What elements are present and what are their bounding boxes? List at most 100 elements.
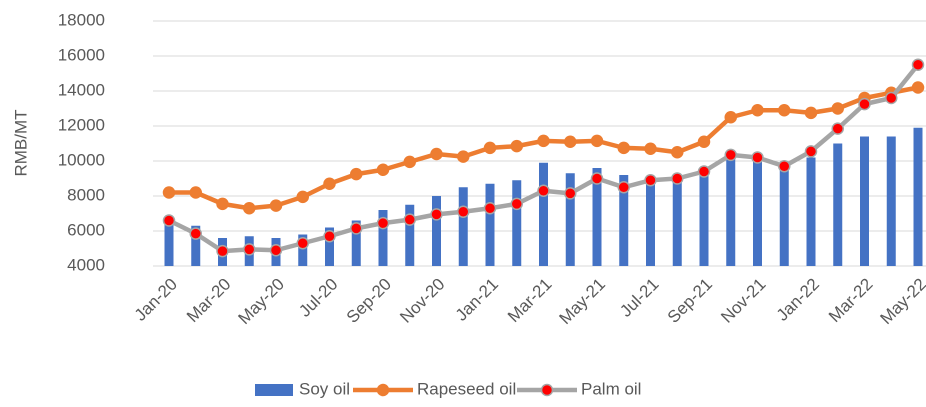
x-tick-label: May-21 <box>555 275 609 329</box>
marker <box>430 208 443 221</box>
bar <box>191 225 201 266</box>
y-tick-label: 16000 <box>58 45 105 64</box>
marker <box>671 172 684 185</box>
marker <box>510 197 523 211</box>
marker <box>296 190 309 204</box>
bar <box>512 180 522 266</box>
legend-marker <box>540 383 554 397</box>
marker <box>751 104 764 117</box>
marker <box>510 139 523 153</box>
marker <box>671 146 684 159</box>
bar <box>619 175 629 266</box>
y-tick-label: 10000 <box>58 150 105 169</box>
bar <box>458 187 468 266</box>
x-tick-label: Mar-21 <box>504 275 556 327</box>
marker <box>323 230 336 243</box>
x-tick-label: May-20 <box>234 275 288 329</box>
marker <box>804 106 818 120</box>
marker <box>243 202 256 215</box>
marker <box>644 174 657 187</box>
marker <box>724 111 737 124</box>
y-tick-label: 12000 <box>58 115 105 134</box>
marker <box>617 141 630 155</box>
marker <box>858 97 871 111</box>
bar <box>753 157 762 266</box>
x-tick-label: Jan-20 <box>131 275 181 325</box>
marker <box>885 91 898 105</box>
bar <box>833 143 843 266</box>
bar <box>726 152 736 266</box>
bar <box>378 210 388 266</box>
x-tick-label: Jan-22 <box>773 275 823 325</box>
bar <box>672 175 682 266</box>
marker <box>483 141 497 155</box>
marker <box>189 227 202 240</box>
marker <box>243 243 256 256</box>
marker <box>216 244 229 258</box>
marker <box>403 213 416 226</box>
marker <box>697 135 711 148</box>
bar <box>565 173 575 266</box>
marker <box>430 147 443 161</box>
marker <box>804 145 818 158</box>
marker <box>457 150 470 163</box>
x-tick-label: Jul-20 <box>295 275 341 321</box>
marker <box>350 222 363 235</box>
marker <box>323 177 336 190</box>
x-tick-label: Mar-20 <box>183 275 235 327</box>
bar <box>886 136 896 266</box>
x-tick-label: Jul-21 <box>616 275 662 321</box>
marker <box>457 205 470 218</box>
bar <box>592 168 602 266</box>
marker <box>269 244 283 257</box>
bar <box>164 218 174 266</box>
bar <box>298 234 308 266</box>
bar <box>699 169 709 266</box>
x-tick-label: Jan-21 <box>452 275 502 325</box>
legend-swatch <box>255 384 293 396</box>
x-tick-label: Nov-20 <box>396 275 448 327</box>
marker <box>590 172 604 185</box>
marker <box>831 122 844 135</box>
marker <box>644 142 657 155</box>
marker <box>778 160 791 173</box>
legend-marker <box>376 383 390 397</box>
marker <box>269 199 283 212</box>
bar <box>405 204 415 266</box>
y-axis-label: RMB/MT <box>11 109 30 176</box>
bar <box>485 183 495 266</box>
marker <box>376 216 390 230</box>
y-tick-label: 18000 <box>58 10 105 29</box>
marker <box>216 197 229 211</box>
x-tick-label: Sep-21 <box>664 275 716 327</box>
bar <box>806 157 816 266</box>
marker <box>403 155 416 169</box>
marker <box>537 134 550 148</box>
marker <box>564 135 577 148</box>
bar <box>913 127 923 266</box>
y-tick-label: 14000 <box>58 80 105 99</box>
marker <box>697 165 711 178</box>
x-tick-label: Nov-21 <box>717 275 769 327</box>
bar <box>539 162 548 266</box>
x-tick-label: Sep-20 <box>343 275 395 327</box>
marker <box>483 202 497 215</box>
legend-label: Palm oil <box>581 379 641 398</box>
marker <box>564 187 577 200</box>
marker <box>724 148 737 162</box>
marker <box>189 186 202 199</box>
legend-label: Rapeseed oil <box>417 379 516 398</box>
marker <box>350 167 363 181</box>
marker <box>537 184 550 197</box>
marker <box>911 58 925 71</box>
x-tick-label: Mar-22 <box>825 275 877 327</box>
marker <box>831 102 844 115</box>
marker <box>617 181 630 194</box>
marker <box>751 151 764 164</box>
bar <box>646 178 655 266</box>
x-tick-label: May-22 <box>876 275 926 329</box>
bar <box>860 136 869 266</box>
y-tick-label: 8000 <box>67 185 105 204</box>
y-tick-label: 4000 <box>67 255 105 274</box>
marker <box>778 104 791 117</box>
